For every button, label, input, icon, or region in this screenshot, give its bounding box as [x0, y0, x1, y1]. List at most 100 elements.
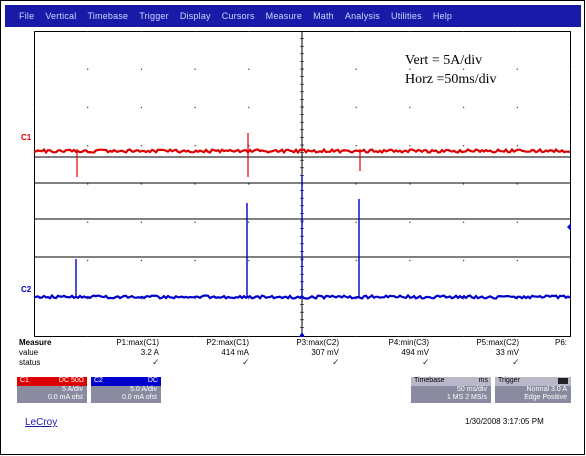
channel1-offset: 0.0 mA ofst [17, 394, 87, 402]
grid-dot [248, 298, 249, 299]
menu-cursors[interactable]: Cursors [222, 11, 255, 21]
menu-trigger[interactable]: Trigger [139, 11, 169, 21]
trigger-level-marker [567, 223, 571, 231]
grid-dot [194, 183, 195, 184]
trigger-position-marker [299, 332, 305, 337]
grid-dot [248, 69, 249, 70]
channel2-marker[interactable]: C2 [21, 285, 31, 294]
trigger-state-icon [558, 378, 568, 384]
grid-dot [248, 107, 249, 108]
oscilloscope-screen: File Vertical Timebase Trigger Display C… [5, 5, 581, 430]
grid-dot [356, 145, 357, 146]
channel2-coupling: DC [148, 377, 158, 386]
grid-dot [194, 260, 195, 261]
menu-timebase[interactable]: Timebase [87, 11, 128, 21]
grid-dot [248, 183, 249, 184]
channel2-descriptor-header: C2 DC [91, 377, 161, 386]
grid-dot [141, 222, 142, 223]
grid-dot [517, 222, 518, 223]
trigger-mode: Normal 3.0 A [495, 386, 571, 394]
p3-status-check-icon: ✓ [332, 357, 340, 368]
timebase-scale: 50 ms/div [411, 386, 491, 394]
channel2-descriptor[interactable]: C2 DC 5.0 A/div 0.0 mA ofst [91, 377, 161, 403]
p3-name[interactable]: P3:max(C2) [259, 338, 339, 347]
trigger-edge: Edge Positive [495, 394, 571, 402]
horizontal-scale-text: Horz =50ms/div [405, 70, 497, 89]
p6-name[interactable]: P6: [519, 338, 567, 347]
channel1-coupling: DC 50Ω [59, 377, 84, 386]
grid-dot [194, 222, 195, 223]
measure-label: Measure [19, 338, 51, 347]
timebase-descriptor-header: Timebase ms [411, 377, 491, 386]
menu-vertical[interactable]: Vertical [45, 11, 76, 21]
grid-dot [141, 183, 142, 184]
grid-dot [194, 298, 195, 299]
p4-name[interactable]: P4:min(C3) [349, 338, 429, 347]
grid-dot [248, 260, 249, 261]
p2-name[interactable]: P2:max(C1) [169, 338, 249, 347]
grid-dot [463, 107, 464, 108]
grid-dot [409, 145, 410, 146]
grid-dot [141, 107, 142, 108]
p1-name[interactable]: P1:max(C1) [79, 338, 159, 347]
grid-dot [194, 145, 195, 146]
grid-dot [463, 145, 464, 146]
grid-dot [463, 183, 464, 184]
grid-dot [248, 222, 249, 223]
grid-dot [356, 260, 357, 261]
menu-display[interactable]: Display [180, 11, 211, 21]
channel1-title: C1 [20, 377, 29, 386]
p2-value: 414 mA [169, 348, 249, 357]
p1-value: 3.2 A [79, 348, 159, 357]
p4-status-check-icon: ✓ [422, 357, 430, 368]
date-time: 1/30/2008 3:17:05 PM [465, 417, 544, 426]
channel2-scale: 5.0 A/div [91, 386, 161, 394]
lecroy-logo: LeCroy [25, 417, 57, 428]
measure-status-row: status ✓ ✓ ✓ ✓ ✓ [19, 358, 571, 368]
grid-dot [409, 222, 410, 223]
scale-annotation: Vert = 5A/div Horz =50ms/div [405, 51, 497, 89]
grid-dot [87, 69, 88, 70]
menu-measure[interactable]: Measure [266, 11, 302, 21]
grid-dot [87, 260, 88, 261]
grid-dot [356, 107, 357, 108]
grid-dot [87, 183, 88, 184]
menu-analysis[interactable]: Analysis [345, 11, 380, 21]
timebase-title: Timebase [414, 377, 444, 386]
grid-dot [141, 145, 142, 146]
channel1-marker[interactable]: C1 [21, 133, 31, 142]
grid-dot [409, 260, 410, 261]
value-label: value [19, 348, 38, 357]
grid-dot [87, 222, 88, 223]
timebase-unit: ms [479, 377, 488, 386]
channel1-scale: 5 A/div [17, 386, 87, 394]
grid-dot [87, 107, 88, 108]
menu-bar: File Vertical Timebase Trigger Display C… [5, 5, 581, 27]
p5-name[interactable]: P5:max(C2) [439, 338, 519, 347]
p5-status-check-icon: ✓ [512, 357, 520, 368]
p2-status-check-icon: ✓ [242, 357, 250, 368]
trigger-title: Trigger [498, 377, 520, 386]
grid-dot [87, 145, 88, 146]
grid-dot [517, 145, 518, 146]
grid-dot [356, 222, 357, 223]
grid-dot [463, 222, 464, 223]
channel1-descriptor-header: C1 DC 50Ω [17, 377, 87, 386]
grid-dot [194, 107, 195, 108]
menu-file[interactable]: File [19, 11, 34, 21]
grid-dot [141, 69, 142, 70]
menu-math[interactable]: Math [313, 11, 334, 21]
grid-dot [517, 69, 518, 70]
channel2-title: C2 [94, 377, 103, 386]
menu-help[interactable]: Help [433, 11, 452, 21]
p3-value: 307 mV [259, 348, 339, 357]
trigger-descriptor[interactable]: Trigger Normal 3.0 A Edge Positive [495, 377, 571, 403]
p5-value: 33 mV [439, 348, 519, 357]
timebase-descriptor[interactable]: Timebase ms 50 ms/div 1 MS 2 MS/s [411, 377, 491, 403]
grid-dot [356, 69, 357, 70]
channel1-descriptor[interactable]: C1 DC 50Ω 5 A/div 0.0 mA ofst [17, 377, 87, 403]
grid-dot [409, 107, 410, 108]
grid-dot [517, 107, 518, 108]
menu-utilities[interactable]: Utilities [391, 11, 422, 21]
